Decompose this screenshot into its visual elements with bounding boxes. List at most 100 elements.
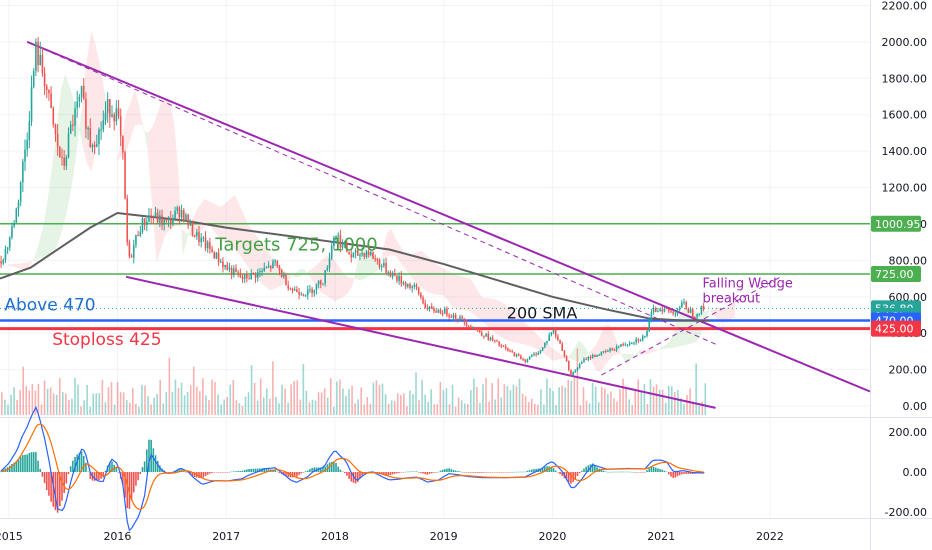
volume-bar: [220, 404, 222, 415]
macd-histogram-bar: [409, 471, 411, 473]
candle-body: [576, 368, 579, 371]
candle-body: [356, 250, 359, 256]
volume-bar: [168, 357, 171, 415]
volume-bar: [515, 386, 518, 415]
candle-body: [48, 90, 50, 94]
macd-histogram-bar: [243, 470, 246, 472]
candle-body: [91, 144, 94, 147]
volume-bar: [186, 391, 189, 415]
volume-bar: [448, 404, 451, 415]
volume-bar: [360, 387, 362, 415]
volume-bar: [421, 379, 423, 415]
price-tick-label: 1800.00: [882, 72, 928, 85]
price-tick-label: 200.00: [889, 364, 928, 377]
macd-histogram-bar: [520, 471, 522, 473]
cloud-segment: [187, 223, 192, 240]
cloud-segment: [313, 264, 318, 290]
macd-histogram-bar: [550, 466, 553, 472]
macd-histogram-bar: [178, 469, 181, 472]
candle-body: [169, 217, 172, 224]
cloud-segment: [43, 198, 48, 258]
cloud-segment: [147, 127, 153, 208]
volume-bar: [396, 393, 399, 415]
annotation-text: Above 470: [4, 295, 95, 315]
annotation-text: Stoploss 425: [52, 330, 161, 350]
candle-body: [156, 212, 159, 223]
candle-body: [491, 337, 494, 341]
candle-body: [289, 288, 292, 290]
volume-bar: [83, 400, 85, 415]
candle-body: [161, 215, 163, 225]
macd-histogram-bar: [624, 471, 627, 473]
cloud-segment: [569, 348, 575, 361]
volume-bar: [661, 389, 664, 415]
macd-histogram-bar: [211, 472, 213, 473]
candle-body: [296, 289, 298, 292]
price-tag-label: 725.00: [875, 268, 914, 281]
macd-histogram-bar: [263, 468, 266, 472]
macd-histogram-bar: [552, 468, 555, 472]
candle-body: [581, 362, 583, 364]
cloud-segment: [39, 225, 44, 259]
candle-body: [13, 222, 15, 227]
macd-histogram-bar: [457, 471, 459, 472]
candle-body: [256, 272, 259, 278]
cloud-segment: [13, 263, 18, 268]
candle-body: [320, 280, 322, 285]
candle-body: [628, 343, 631, 345]
macd-histogram-bar: [396, 472, 398, 474]
price-axis[interactable]: 2200.00 2000.00 1800.00 1600.00 1400.00 1200.…: [871, 0, 927, 519]
time-tick-label: 2018: [321, 530, 349, 543]
cloud-segment: [217, 205, 222, 241]
macd-histogram-bar: [635, 472, 637, 473]
candle-body: [265, 267, 268, 269]
candle-body: [622, 344, 624, 346]
candle-body: [15, 208, 18, 223]
candle-body: [326, 267, 329, 271]
volume-bar: [427, 401, 429, 415]
candle-body: [313, 289, 316, 294]
macd-histogram-bar: [491, 472, 494, 473]
cloud-segment: [334, 260, 340, 302]
volume-bar: [272, 361, 274, 415]
candle-body: [341, 243, 344, 248]
macd-histogram-bar: [511, 471, 514, 473]
candle-body: [470, 326, 472, 328]
wedge-line: [125, 275, 716, 409]
volume-bar: [351, 385, 353, 415]
volume-bar: [573, 377, 576, 415]
macd-panel: [0, 405, 705, 532]
cloud-segment: [469, 278, 475, 315]
candle-body: [554, 330, 557, 337]
cloud-segment: [65, 74, 70, 219]
candle-body: [483, 335, 485, 337]
macd-histogram-bar: [85, 462, 87, 472]
macd-histogram-bar: [498, 472, 500, 473]
volume-bar: [415, 372, 417, 415]
volume-bar: [616, 401, 618, 415]
time-axis[interactable]: 2015 2016 2017 2018 2019 2020 2021 2022: [0, 530, 784, 543]
macd-histogram-bar: [587, 465, 590, 472]
candle-body: [252, 272, 255, 274]
macd-histogram-bar: [654, 467, 657, 472]
candle-body: [428, 306, 431, 309]
macd-histogram-bar: [437, 471, 440, 473]
volume-bar: [308, 402, 311, 415]
macd-histogram-bar: [239, 470, 242, 472]
candle-body: [509, 350, 511, 352]
candle-body: [4, 249, 7, 261]
candle-body: [189, 221, 192, 226]
cloud-segment: [348, 277, 353, 294]
macd-histogram-bar: [494, 472, 496, 473]
candle-body: [213, 252, 216, 259]
macd-histogram-bar: [517, 471, 520, 473]
macd-histogram-bar: [417, 472, 420, 473]
volume-bar: [104, 402, 107, 415]
candle-body: [500, 345, 503, 347]
candle-body: [52, 107, 55, 125]
macd-histogram-bar: [402, 472, 405, 473]
volume-bar: [259, 378, 262, 415]
volume-bar: [460, 400, 463, 415]
volume-bar: [470, 390, 472, 415]
